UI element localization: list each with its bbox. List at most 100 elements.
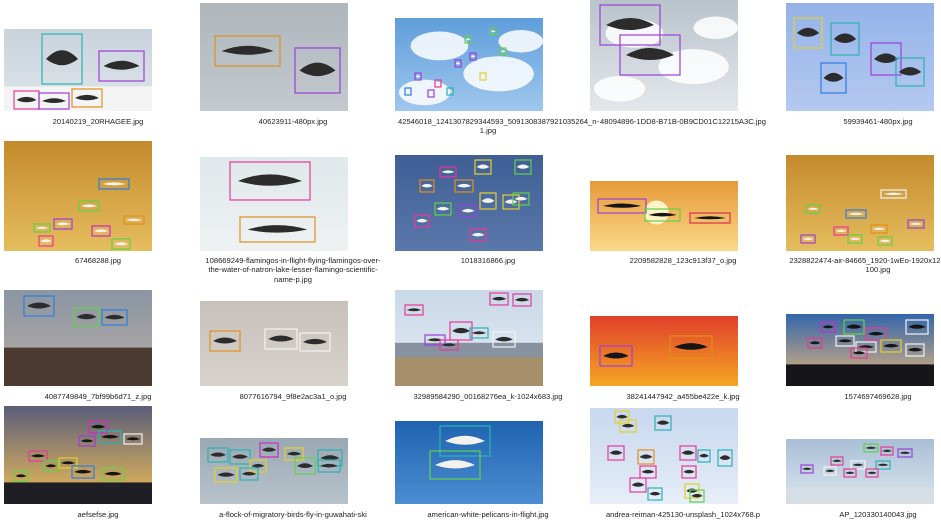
bounding-box	[800, 464, 814, 474]
bounding-box	[43, 460, 59, 472]
bird-silhouette	[802, 237, 814, 240]
bounding-box	[123, 215, 145, 225]
file-item[interactable]: andrea-reiman-425130-unsplash_1024x768.p	[589, 0, 777, 519]
file-item[interactable]: 1574697469628.jpg	[784, 0, 941, 401]
bounding-box	[679, 445, 697, 461]
file-thumbnail[interactable]	[590, 408, 738, 504]
bird-silhouette	[428, 92, 434, 95]
bounding-box	[637, 449, 655, 465]
bounding-box	[98, 430, 122, 444]
bird-silhouette	[500, 50, 506, 53]
bird-silhouette	[641, 469, 655, 474]
bounding-box	[689, 212, 731, 224]
file-item[interactable]: 32989584290_00168276ea_k-1024x683.jpg	[394, 0, 582, 401]
file-name: 20140219_20RHAGEE.jpg	[52, 117, 144, 126]
bird-silhouette	[102, 182, 126, 186]
bounding-box	[684, 483, 700, 499]
bounding-box	[33, 223, 51, 233]
bird-silhouette	[849, 237, 861, 240]
bird-silhouette	[606, 18, 654, 30]
file-thumbnail[interactable]	[786, 439, 934, 504]
bounding-box	[239, 467, 259, 481]
bounding-box	[38, 92, 70, 110]
bird-silhouette	[807, 207, 819, 210]
bird-silhouette	[221, 45, 274, 55]
file-thumbnail[interactable]	[395, 290, 543, 386]
file-thumbnail[interactable]	[590, 0, 738, 111]
bounding-box	[91, 225, 111, 237]
file-thumbnail[interactable]	[200, 3, 348, 111]
file-thumbnail[interactable]	[786, 3, 934, 111]
bounding-box	[264, 328, 298, 350]
file-thumbnail[interactable]	[395, 421, 543, 504]
bird-silhouette	[877, 463, 889, 466]
file-item[interactable]: 67468288.jpg	[4, 0, 192, 265]
file-thumbnail[interactable]	[786, 155, 934, 251]
file-thumbnail[interactable]	[200, 301, 348, 386]
thumbnail-background	[786, 3, 934, 111]
bird-silhouette	[261, 447, 277, 452]
bounding-box	[820, 62, 847, 94]
file-thumbnail[interactable]	[395, 155, 543, 251]
bounding-box	[88, 420, 108, 434]
file-thumbnail[interactable]	[4, 141, 152, 251]
file-item[interactable]: a-flock-of-migratory-birds-fly-in-guwaha…	[199, 0, 387, 519]
file-item[interactable]: 40623911-480px.jpg	[199, 0, 387, 131]
file-name: 32989584290_00168276ea_k-1024x683.jpg	[413, 392, 563, 401]
bird-silhouette	[649, 491, 661, 496]
bounding-box	[439, 166, 457, 178]
bird-silhouette	[415, 75, 421, 78]
bird-silhouette	[103, 60, 140, 70]
file-item[interactable]: 8077616794_9f8e2ac3a1_o.jpg	[199, 0, 387, 401]
file-item[interactable]: 1018316866.jpg	[394, 0, 582, 265]
shoreline	[786, 487, 934, 504]
bounding-box	[847, 234, 863, 244]
bounding-box	[800, 234, 816, 244]
file-item[interactable]: 48094896-1DD8-B71B-0B9CD01C12215A3C.jpg	[589, 0, 777, 131]
file-thumbnail[interactable]	[590, 316, 738, 386]
bounding-box	[807, 337, 823, 349]
bounding-box	[98, 178, 130, 190]
bounding-box	[619, 419, 637, 433]
bounding-box	[13, 470, 29, 482]
file-thumbnail[interactable]	[200, 157, 348, 251]
bounding-box	[863, 443, 879, 453]
bird-silhouette	[631, 482, 645, 487]
file-thumbnail[interactable]	[786, 314, 934, 386]
bird-silhouette	[681, 450, 695, 455]
bird-silhouette	[872, 227, 886, 230]
file-thumbnail[interactable]	[590, 181, 738, 251]
file-item[interactable]: 2328822474-air-84665_1920-1wEo-1920x1280…	[784, 0, 941, 274]
file-thumbnail[interactable]	[4, 290, 152, 386]
file-thumbnail[interactable]	[395, 18, 543, 111]
bounding-box	[229, 449, 251, 465]
file-item[interactable]: aefsefse.jpg	[4, 0, 192, 519]
file-item[interactable]: american-white-pelicans-in-flight.jpg	[394, 0, 582, 519]
bird-silhouette	[46, 50, 78, 66]
bird-silhouette	[833, 33, 857, 43]
bounding-box	[469, 327, 489, 339]
file-item[interactable]: 108669249-flamingos-in-flight-flying-fla…	[199, 0, 387, 284]
cloud	[498, 30, 543, 53]
file-item[interactable]: AP_120330140043.jpg	[784, 0, 941, 519]
file-item[interactable]: 59939461-480px.jpg	[784, 0, 941, 131]
file-name: AP_120330140043.jpg	[839, 510, 917, 519]
bounding-box	[469, 228, 487, 242]
bounding-box	[427, 89, 435, 98]
file-item[interactable]: 2209582828_123c913f37_o.jpg	[589, 0, 777, 265]
file-thumbnail[interactable]	[4, 406, 152, 504]
bounding-box	[459, 204, 477, 218]
file-item[interactable]: 4087749849_7bf99b6d71_z.jpg	[4, 0, 192, 401]
file-thumbnail[interactable]	[4, 29, 152, 111]
bounding-box	[647, 487, 663, 501]
bounding-box	[58, 457, 78, 469]
bounding-box	[492, 331, 516, 348]
bird-silhouette	[883, 343, 899, 348]
file-item[interactable]: 42546018_1241307829344593_50913083879210…	[394, 0, 599, 135]
file-thumbnail[interactable]	[200, 438, 348, 504]
bounding-box	[101, 467, 125, 481]
file-item[interactable]: 38241447942_a455be422e_k.jpg	[589, 0, 777, 401]
file-item[interactable]: 20140219_20RHAGEE.jpg	[4, 0, 192, 131]
bounding-box	[209, 330, 241, 352]
bounding-box	[38, 235, 54, 247]
